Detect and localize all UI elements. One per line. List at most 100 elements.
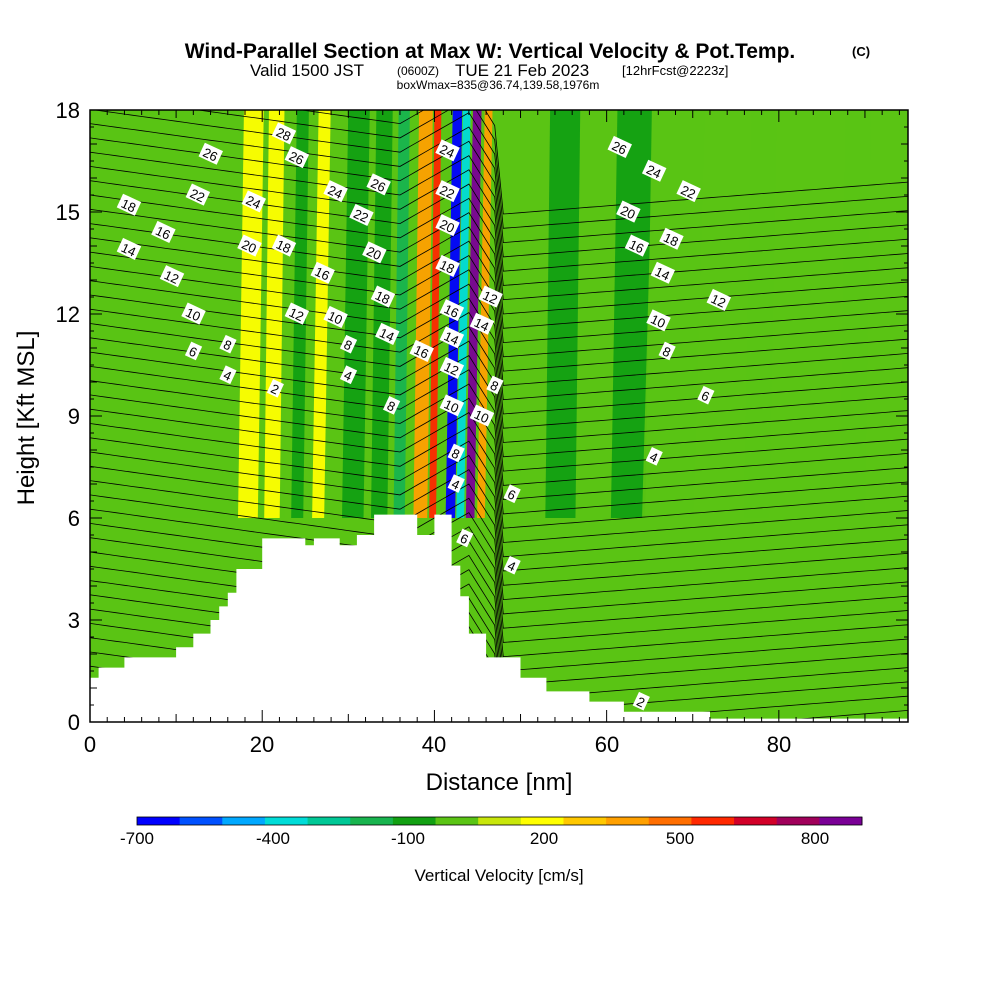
velocity-band bbox=[429, 110, 442, 518]
theta-label-background bbox=[370, 285, 396, 308]
theta-contour-line bbox=[90, 280, 908, 415]
theta-contour-line bbox=[90, 523, 908, 658]
y-tick-label: 18 bbox=[56, 98, 80, 123]
colorbar-bin bbox=[520, 817, 564, 825]
theta-label-background bbox=[645, 447, 663, 466]
theta-label-background bbox=[116, 193, 142, 216]
theta-contour-label: 28 bbox=[274, 124, 293, 144]
theta-contour-label: 20 bbox=[618, 203, 637, 223]
colorbar-tick-label: 200 bbox=[530, 829, 558, 848]
theta-label-background bbox=[439, 394, 465, 417]
velocity-band bbox=[413, 110, 433, 518]
theta-contour-label: 22 bbox=[437, 182, 456, 202]
theta-contour-line bbox=[90, 251, 908, 386]
chart-title: Wind-Parallel Section at Max W: Vertical… bbox=[185, 40, 796, 63]
theta-contour-line bbox=[92, 110, 908, 244]
copyright-mark: (C) bbox=[852, 44, 870, 59]
theta-label-background bbox=[435, 180, 460, 203]
theta-contour-label: 24 bbox=[244, 192, 263, 212]
theta-contour-line bbox=[195, 110, 908, 229]
theta-contour-line bbox=[90, 480, 908, 615]
colorbar-bin bbox=[137, 817, 181, 825]
colorbar bbox=[136, 816, 863, 826]
x-axis-label: Distance [nm] bbox=[426, 769, 573, 796]
theta-contour-label: 12 bbox=[480, 288, 499, 308]
theta-label-background bbox=[650, 261, 676, 284]
subtitle-box-wmax: boxWmax=835@36.74,139.58,1976m bbox=[397, 78, 600, 92]
theta-contour-label: 18 bbox=[373, 288, 392, 308]
theta-label-background bbox=[219, 334, 237, 354]
velocity-band bbox=[371, 110, 393, 518]
y-tick-label: 3 bbox=[68, 608, 80, 633]
theta-label-background bbox=[198, 142, 223, 165]
theta-label-background bbox=[435, 254, 460, 277]
theta-label-background bbox=[339, 334, 358, 354]
potential-temperature-labels: 28 26 26 24 26 24 22 24 22 22 20 18 16 20 18 20 14 18 16 12… bbox=[116, 122, 732, 711]
theta-label-background bbox=[362, 241, 387, 264]
theta-contour-line bbox=[90, 180, 908, 315]
theta-label-background bbox=[237, 234, 262, 257]
theta-label-background bbox=[435, 214, 460, 237]
velocity-band bbox=[312, 110, 331, 518]
theta-label-background bbox=[616, 200, 641, 223]
theta-contour-line bbox=[90, 437, 908, 572]
colorbar-bin bbox=[606, 817, 650, 825]
theta-contour-label: 10 bbox=[472, 407, 491, 427]
y-tick-label: 6 bbox=[68, 506, 80, 531]
theta-label-background bbox=[447, 474, 465, 493]
theta-contour-label: 14 bbox=[442, 328, 461, 348]
theta-label-background bbox=[478, 285, 503, 308]
axis-ticks bbox=[89, 109, 908, 723]
y-axis-label: Height [Kft MSL] bbox=[13, 331, 40, 506]
theta-contour-line bbox=[90, 123, 908, 258]
theta-label-background bbox=[409, 339, 434, 362]
theta-contour-line bbox=[90, 166, 908, 301]
theta-label-background bbox=[697, 385, 715, 405]
theta-contour-line bbox=[90, 565, 908, 701]
theta-label-background bbox=[607, 135, 632, 158]
colorbar-bin bbox=[392, 817, 437, 825]
theta-contour-label: 16 bbox=[442, 301, 461, 321]
colorbar-tick-labels: -700 -400 -100 200 500 800 bbox=[120, 829, 829, 848]
theta-contour-label: 14 bbox=[377, 325, 396, 345]
theta-contour-line bbox=[90, 366, 908, 501]
x-tick-label: 0 bbox=[84, 732, 96, 757]
theta-contour-line bbox=[90, 151, 908, 286]
theta-contour-line bbox=[298, 110, 908, 215]
velocity-band bbox=[264, 110, 285, 518]
x-tick-label: 20 bbox=[250, 732, 274, 757]
theta-label-background bbox=[469, 404, 495, 427]
y-tick-label: 0 bbox=[68, 710, 80, 735]
colorbar-bin bbox=[776, 817, 820, 825]
theta-label-background bbox=[439, 356, 465, 379]
theta-contour-label: 10 bbox=[442, 396, 461, 416]
colorbar-bin bbox=[819, 817, 863, 825]
theta-label-background bbox=[271, 122, 297, 145]
velocity-band bbox=[456, 110, 471, 518]
theta-contour-label: 10 bbox=[183, 305, 202, 325]
colorbar-bin bbox=[648, 817, 692, 825]
theta-contour-label: 22 bbox=[678, 182, 697, 202]
theta-contour-label: 20 bbox=[437, 216, 456, 236]
potential-temperature-contours bbox=[90, 110, 908, 722]
theta-contour-line bbox=[90, 451, 908, 586]
colorbar-bin bbox=[478, 817, 522, 825]
theta-contour-line bbox=[90, 537, 908, 672]
theta-label-background bbox=[676, 180, 701, 203]
colorbar-tick-label: -100 bbox=[391, 829, 425, 848]
theta-contour-label: 10 bbox=[648, 311, 667, 331]
theta-label-background bbox=[284, 302, 310, 325]
theta-contour-line bbox=[90, 337, 908, 472]
theta-contour-label: 12 bbox=[162, 267, 181, 287]
theta-label-background bbox=[339, 365, 358, 385]
colorbar-bin bbox=[179, 817, 223, 825]
theta-label-background bbox=[486, 375, 504, 395]
theta-contour-label: 20 bbox=[364, 243, 383, 263]
subtitle-forecast: [12hrFcst@2223z] bbox=[622, 63, 728, 78]
theta-label-background bbox=[159, 265, 185, 288]
theta-contour-label: 26 bbox=[610, 138, 629, 158]
theta-label-background bbox=[447, 443, 465, 463]
y-axis-tick-labels: 0 3 6 9 12 15 18 bbox=[56, 98, 80, 735]
theta-contour-label: 26 bbox=[287, 148, 306, 168]
